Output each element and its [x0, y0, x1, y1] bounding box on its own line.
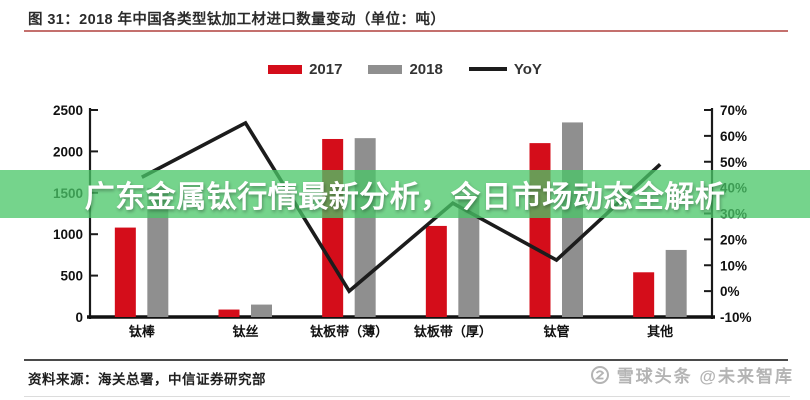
- left-axis-tick-label: 0: [75, 310, 83, 325]
- bar-2018-钛丝: [251, 304, 272, 317]
- bar-2017-其他: [633, 272, 655, 317]
- right-axis-tick-label: 0%: [720, 284, 740, 299]
- figure-title: 图 31：2018 年中国各类型钛加工材进口数量变动（单位：吨）: [28, 12, 446, 28]
- category-label-钛棒: 钛棒: [128, 324, 156, 339]
- bar-2017-钛板带（厚）: [425, 225, 447, 317]
- yoy-line: [140, 120, 662, 294]
- left-axis-tick-label: 2000: [53, 144, 83, 159]
- left-axis-tick-label: 2500: [53, 103, 83, 118]
- bar-2018-钛棒: [147, 187, 169, 317]
- bar-2018-其他: [665, 249, 687, 317]
- legend-label-2017: 2017: [309, 60, 343, 78]
- legend-item-2017: 2017: [268, 61, 342, 78]
- bar-2018-钛板带（薄）: [354, 138, 376, 317]
- source-attribution: 资料来源：海关总署，中信证券研究部: [28, 372, 266, 387]
- legend-item-yoy: YoY: [468, 60, 542, 78]
- watermark-text: 雪球头条 @未来智库: [616, 367, 794, 386]
- category-label-钛板带（厚）: 钛板带（厚）: [413, 324, 492, 339]
- legend-swatch-2017: [268, 64, 303, 74]
- bottom-divider: [24, 396, 790, 397]
- legend-label-2018: 2018: [409, 60, 443, 78]
- source-divider: [24, 359, 788, 361]
- promo-banner-overlay: 广东金属钛行情最新分析，今日市场动态全解析: [0, 170, 810, 218]
- watermark: 雪球头条 @未来智库: [590, 362, 794, 387]
- bar-2017-钛丝: [218, 309, 240, 317]
- right-axis-tick-label: 20%: [720, 232, 747, 247]
- title-underline: [24, 30, 788, 32]
- right-axis-tick-label: 60%: [720, 129, 747, 144]
- right-axis-tick-label: 10%: [720, 258, 747, 273]
- category-label-钛丝: 钛丝: [231, 324, 258, 339]
- legend-swatch-yoy-line: [468, 67, 507, 71]
- bar-2017-钛棒: [114, 227, 136, 317]
- category-label-其他: 其他: [647, 324, 673, 339]
- promo-banner-text: 广东金属钛行情最新分析，今日市场动态全解析: [84, 181, 726, 214]
- xueqiu-logo-icon: [590, 365, 609, 384]
- legend-swatch-2018: [368, 64, 403, 74]
- chart-legend: 2017 2018 YoY: [0, 58, 810, 80]
- legend-item-2018: 2018: [368, 60, 443, 78]
- category-label-钛板带（薄）: 钛板带（薄）: [309, 324, 388, 339]
- left-axis-tick-label: 1000: [53, 227, 83, 242]
- bar-2017-钛板带（薄）: [322, 138, 344, 317]
- left-axis-tick-label: 500: [60, 269, 83, 284]
- right-axis-tick-label: 70%: [720, 103, 747, 118]
- right-axis-tick-label: 50%: [720, 155, 747, 170]
- bar-2018-钛管: [562, 122, 583, 317]
- legend-label-yoy: YoY: [513, 60, 542, 78]
- bar-2018-钛板带（厚）: [458, 195, 480, 317]
- right-axis-tick-label: -10%: [720, 310, 752, 325]
- category-label-钛管: 钛管: [542, 324, 569, 339]
